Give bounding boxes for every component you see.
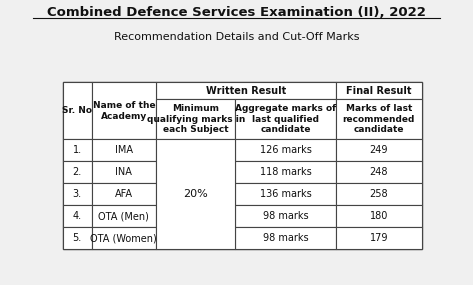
Text: Recommendation Details and Cut-Off Marks: Recommendation Details and Cut-Off Marks	[114, 32, 359, 42]
Text: Sr. No: Sr. No	[62, 106, 92, 115]
Text: Marks of last
recommended
candidate: Marks of last recommended candidate	[343, 104, 415, 134]
Bar	[235, 227, 336, 249]
Text: 258: 258	[369, 189, 388, 199]
Bar	[63, 82, 92, 139]
Text: 2.: 2.	[72, 167, 82, 177]
Text: 3.: 3.	[72, 189, 82, 199]
Text: 98 marks: 98 marks	[263, 233, 308, 243]
Text: 136 marks: 136 marks	[260, 189, 311, 199]
Text: Combined Defence Services Examination (II), 2022: Combined Defence Services Examination (I…	[47, 6, 426, 19]
Bar	[156, 139, 235, 249]
Bar	[63, 227, 92, 249]
Text: INA: INA	[115, 167, 132, 177]
Bar	[336, 161, 422, 183]
Bar	[235, 183, 336, 205]
Text: 118 marks: 118 marks	[260, 167, 311, 177]
Bar	[63, 205, 92, 227]
Bar	[336, 139, 422, 161]
Bar	[336, 82, 422, 99]
Text: 5.: 5.	[72, 233, 82, 243]
Text: 126 marks: 126 marks	[260, 145, 311, 155]
Text: Written Result: Written Result	[206, 86, 286, 96]
Bar	[336, 205, 422, 227]
Text: Name of the
Academy: Name of the Academy	[93, 101, 155, 121]
Bar	[92, 227, 156, 249]
Bar	[336, 227, 422, 249]
Bar	[63, 183, 92, 205]
Bar	[235, 99, 336, 139]
Text: OTA (Men): OTA (Men)	[98, 211, 149, 221]
Text: 249: 249	[370, 145, 388, 155]
Text: 20%: 20%	[184, 189, 208, 199]
Bar	[92, 139, 156, 161]
Bar	[156, 99, 235, 139]
Text: OTA (Women): OTA (Women)	[90, 233, 157, 243]
Text: 179: 179	[370, 233, 388, 243]
Text: Final Result: Final Result	[346, 86, 412, 96]
Text: 4.: 4.	[72, 211, 82, 221]
Bar	[92, 82, 156, 139]
Bar	[235, 139, 336, 161]
Text: 180: 180	[370, 211, 388, 221]
Bar	[235, 205, 336, 227]
Text: Aggregate marks of
last qualified
candidate: Aggregate marks of last qualified candid…	[235, 104, 336, 134]
Bar	[63, 139, 92, 161]
Bar	[92, 161, 156, 183]
Bar	[336, 183, 422, 205]
Bar	[92, 183, 156, 205]
Bar	[336, 99, 422, 139]
Bar	[92, 205, 156, 227]
Text: Minimum
qualifying marks in
each Subject: Minimum qualifying marks in each Subject	[147, 104, 245, 134]
Bar	[63, 161, 92, 183]
Bar	[235, 161, 336, 183]
Text: 248: 248	[370, 167, 388, 177]
Text: AFA: AFA	[115, 189, 133, 199]
Text: 98 marks: 98 marks	[263, 211, 308, 221]
Text: 1.: 1.	[72, 145, 82, 155]
Text: IMA: IMA	[115, 145, 133, 155]
Bar	[63, 82, 422, 249]
Bar	[156, 82, 336, 99]
